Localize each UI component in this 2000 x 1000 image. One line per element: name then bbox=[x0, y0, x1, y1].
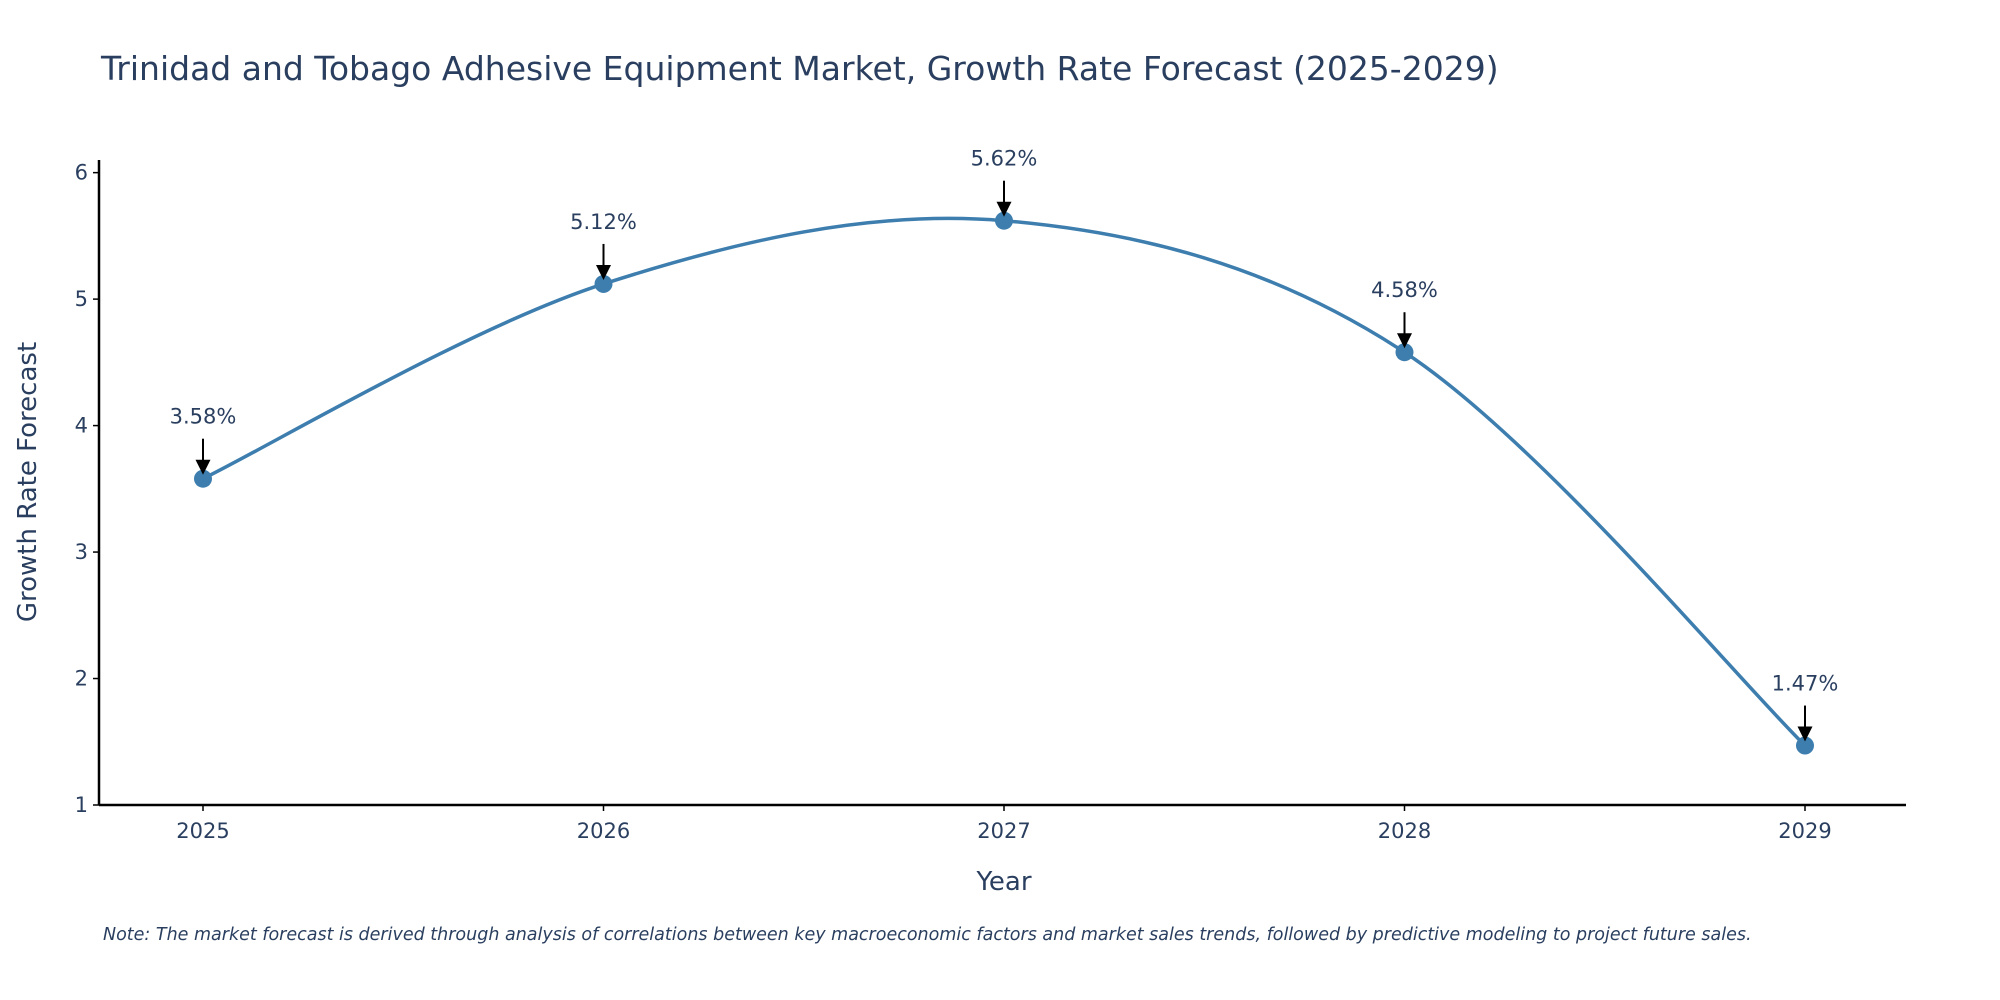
x-axis-ticks: 2025 2026 2027 2028 2029 bbox=[176, 805, 1832, 843]
data-label: 3.58% bbox=[170, 405, 237, 429]
data-point bbox=[1796, 736, 1814, 755]
annotation-arrow-head bbox=[996, 201, 1012, 217]
plot-area: 1 2 3 4 5 6 2025 2026 2027 2028 2029 3.58% 5.12% 5.… bbox=[75, 147, 1906, 843]
data-point bbox=[995, 211, 1013, 230]
x-tick-label: 2027 bbox=[977, 819, 1030, 843]
footnote: Note: The market forecast is derived thr… bbox=[103, 925, 1752, 945]
y-tick-label: 2 bbox=[75, 667, 88, 691]
series-line bbox=[202, 216, 1807, 747]
data-point bbox=[594, 274, 613, 293]
y-tick-label: 1 bbox=[75, 793, 88, 817]
x-tick-label: 2028 bbox=[1378, 819, 1431, 843]
y-tick-label: 5 bbox=[75, 287, 88, 311]
data-labels: 3.58% 5.12% 5.62% 4.58% 1.47% bbox=[170, 147, 1839, 742]
y-tick-label: 4 bbox=[75, 414, 88, 438]
y-axis-title: Growth Rate Forecast bbox=[13, 342, 43, 622]
y-tick-label: 6 bbox=[75, 161, 88, 185]
annotation-arrow-head bbox=[1797, 726, 1813, 742]
data-point bbox=[194, 469, 212, 488]
data-label: 1.47% bbox=[1772, 672, 1839, 696]
x-tick-label: 2026 bbox=[577, 819, 630, 843]
annotation-arrow-head bbox=[195, 459, 211, 475]
chart-title: Trinidad and Tobago Adhesive Equipment M… bbox=[100, 49, 1499, 88]
y-axis-ticks: 1 2 3 4 5 6 bbox=[75, 161, 99, 817]
x-tick-label: 2029 bbox=[1778, 819, 1831, 843]
data-label: 5.12% bbox=[570, 210, 637, 234]
data-label: 5.62% bbox=[971, 147, 1038, 171]
data-label: 4.58% bbox=[1371, 278, 1438, 302]
x-tick-label: 2025 bbox=[176, 819, 229, 843]
data-point bbox=[1395, 343, 1414, 362]
x-axis-title: Year bbox=[975, 867, 1031, 897]
annotation-arrow-head bbox=[596, 264, 611, 280]
y-tick-label: 3 bbox=[75, 540, 88, 564]
annotation-arrow-head bbox=[1397, 333, 1412, 349]
data-points bbox=[194, 211, 1814, 755]
